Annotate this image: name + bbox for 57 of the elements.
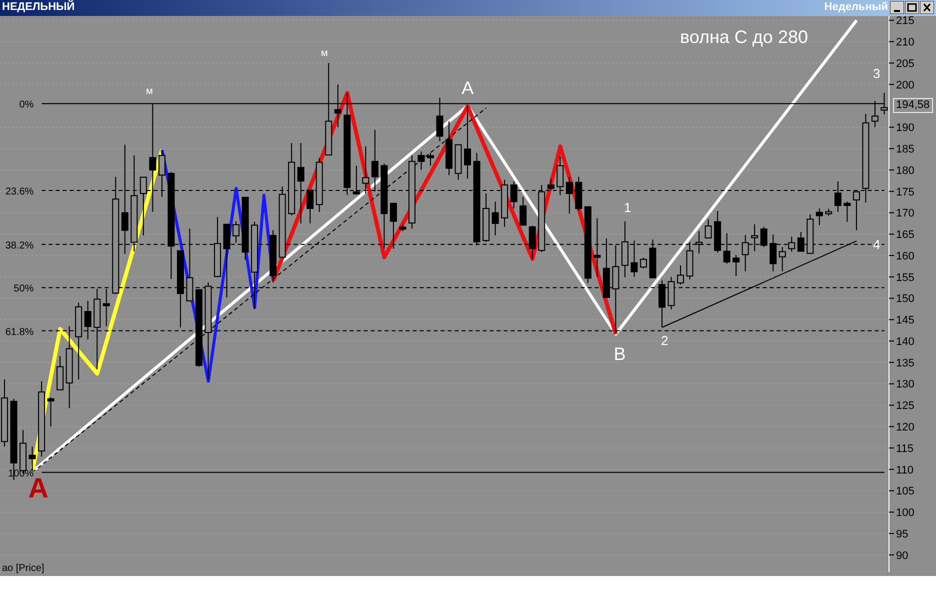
candlestick	[677, 264, 684, 286]
annotation: 50%	[14, 284, 34, 295]
annotation: A	[462, 78, 474, 98]
annotation: 2	[661, 333, 668, 349]
candlestick	[778, 246, 786, 272]
candlestick	[426, 152, 434, 166]
annotation: ao [Price]	[2, 563, 44, 575]
annotation: м	[321, 48, 328, 60]
y-tick-label: 135	[896, 357, 914, 370]
y-tick-label: 200	[896, 79, 914, 92]
y-tick-label: 145	[896, 314, 914, 327]
y-tick-label: 155	[896, 272, 914, 284]
y-tick-label: 120	[896, 421, 914, 434]
annotation: 3	[873, 66, 880, 82]
y-tick-label: 140	[896, 336, 914, 348]
y-tick-label: 215	[896, 15, 914, 28]
annotation: B	[614, 344, 626, 364]
y-tick-label: 185	[896, 143, 914, 156]
y-tick-label: 90	[896, 550, 908, 562]
y-tick-label: 95	[896, 528, 908, 540]
chart-subtitle: Недельный	[824, 1, 888, 13]
annotation: 4	[873, 237, 880, 253]
y-tick-label: 175	[896, 186, 914, 198]
y-tick-label: 160	[896, 250, 914, 262]
candlestick	[47, 397, 54, 428]
y-tick-label: 150	[896, 293, 914, 306]
annotation: м	[146, 86, 153, 98]
annotation: 1	[624, 200, 632, 216]
candlestick	[492, 201, 499, 236]
y-tick-label: 115	[896, 442, 914, 455]
annotation: 23.6%	[5, 186, 34, 198]
y-tick-label: 110	[896, 464, 914, 476]
candlestick	[704, 218, 712, 238]
text: 194,58	[893, 98, 933, 114]
annotation: 38.2%	[5, 240, 34, 252]
candlestick	[520, 196, 527, 226]
candlestick	[418, 151, 425, 170]
y-tick-label: 180	[896, 164, 914, 177]
candlestick	[732, 254, 740, 277]
y-tick-label: 125	[896, 400, 914, 412]
y-tick-label: 205	[896, 58, 914, 70]
chart-title: НЕДЕЛЬНЫЙ	[2, 1, 75, 13]
y-tick-label: 165	[896, 229, 914, 242]
candlestick	[56, 356, 64, 390]
y-tick-label: 190	[896, 122, 914, 134]
candlestick	[816, 208, 823, 226]
annotation: волна С до 280	[680, 27, 808, 49]
annotation: 61.8%	[5, 326, 34, 338]
y-tick-label: 210	[896, 36, 914, 49]
candlestick	[844, 201, 851, 222]
candlestick	[640, 257, 647, 269]
y-tick-label: 105	[896, 486, 914, 498]
y-tick-label: 100	[896, 507, 914, 520]
y-tick-label: 130	[896, 378, 914, 391]
candlestick	[232, 220, 240, 244]
annotation: 0%	[19, 100, 34, 111]
y-tick-label: 170	[896, 208, 914, 220]
